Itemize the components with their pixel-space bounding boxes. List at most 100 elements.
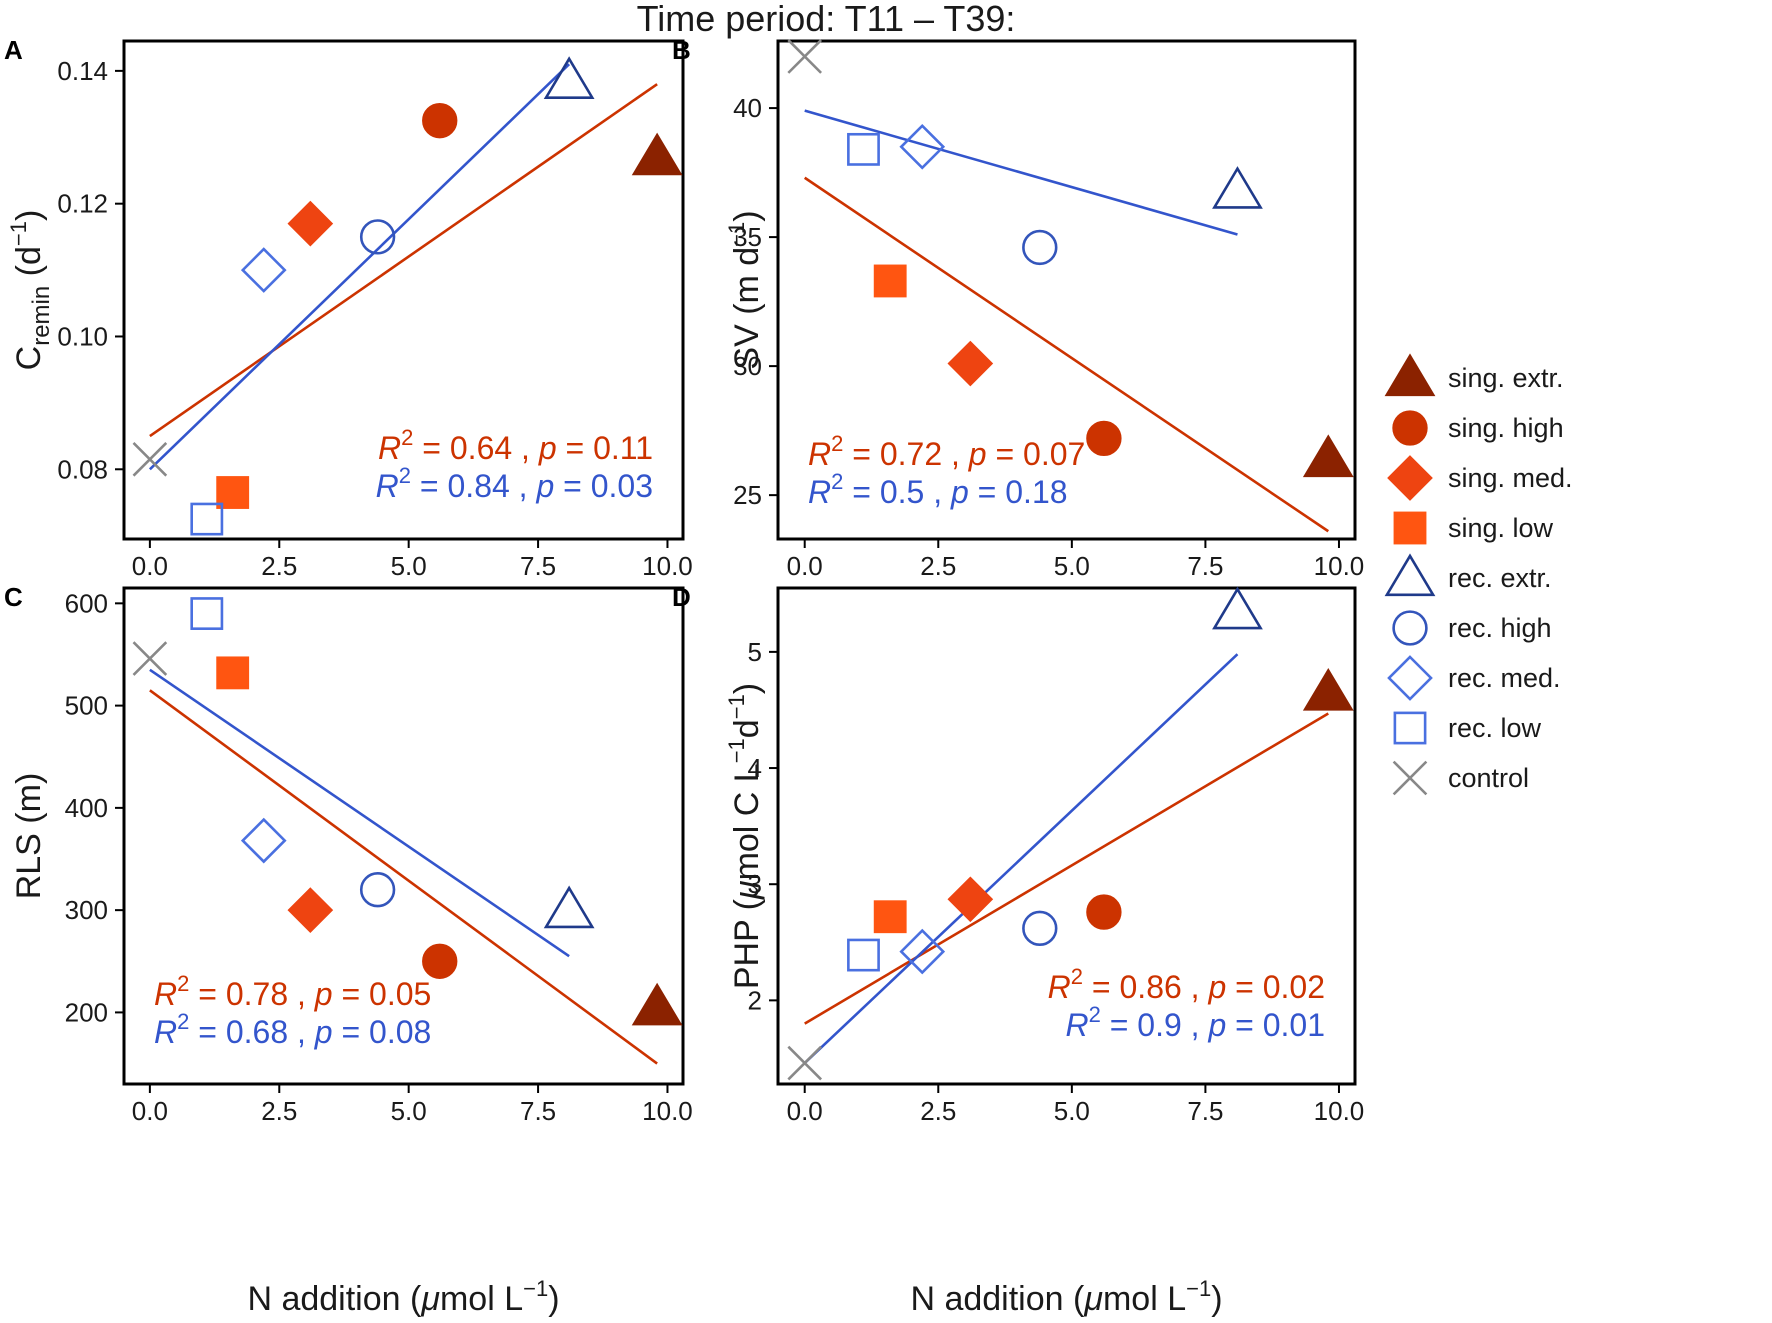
legend-marker-sing-extr	[1384, 353, 1436, 397]
point-rec-low	[190, 502, 224, 536]
point-sing-high	[422, 943, 458, 979]
x-tick-label: 0.0	[132, 551, 168, 581]
x-tick-label: 5.0	[391, 551, 427, 581]
legend-marker-rec-low	[1393, 711, 1427, 745]
y-tick-label: 30	[733, 351, 762, 381]
x-tick-label: 0.0	[132, 1096, 168, 1126]
point-sing-extr	[631, 982, 683, 1026]
panel-tag: D	[672, 582, 691, 612]
point-rec-high	[1022, 910, 1058, 947]
plot-frame	[122, 39, 685, 541]
point-rec-med	[240, 817, 287, 864]
legend: sing. extr. sing. high sing. med. sing. low…	[1384, 353, 1573, 796]
point-control	[132, 641, 168, 676]
point-rec-low	[847, 938, 880, 972]
y-tick-label: 500	[65, 691, 108, 721]
x-tick-label: 2.5	[920, 551, 956, 581]
point-sing-high	[422, 103, 458, 139]
panel-tag: B	[672, 35, 691, 65]
point-sing-med	[287, 887, 334, 933]
point-control	[787, 39, 823, 74]
point-rec-med	[899, 928, 946, 975]
y-tick-label: 3	[748, 869, 762, 899]
legend-item-rec-high: rec. high	[1392, 610, 1552, 646]
y-axis-title: PHP (μmol C L−1d−1)	[724, 683, 766, 989]
panel-tag: C	[4, 582, 23, 612]
point-control	[787, 1045, 823, 1081]
legend-item-rec-extr: rec. extr.	[1384, 553, 1552, 597]
x-tick-label: 2.5	[261, 551, 297, 581]
point-rec-extr	[1212, 586, 1263, 630]
fit-line-rec	[803, 653, 1239, 1065]
stats-rec: R2 = 0.68 , p = 0.08	[154, 1009, 431, 1050]
point-rec-high	[359, 872, 396, 908]
x-tick-label: 10.0	[1314, 1096, 1365, 1126]
panel-d: D 0.0 2.5 5.0 7.5 10.0 2 3 4 5 PHP (μmol C L−1d−1)…	[672, 582, 1364, 1126]
point-rec-med	[899, 123, 946, 170]
point-rec-low	[190, 597, 224, 630]
legend-item-rec-low: rec. low	[1393, 711, 1542, 745]
y-tick-label: 2	[748, 985, 762, 1015]
legend-item-sing-extr: sing. extr.	[1384, 353, 1564, 397]
panel-tag: A	[4, 35, 23, 65]
legend-label: rec. high	[1448, 613, 1552, 643]
legend-label: sing. med.	[1448, 463, 1573, 493]
y-axis-title: Cremin (d−1)	[6, 210, 55, 371]
x-tick-label: 7.5	[1187, 551, 1223, 581]
x-tick-label: 0.0	[787, 551, 823, 581]
point-sing-low	[216, 656, 250, 690]
y-tick-label: 0.10	[57, 321, 108, 351]
panel-b: B 0.0 2.5 5.0 7.5 10.0 25 30 35 40 SV (m d−1) R2 = …	[672, 35, 1364, 581]
panel-c: C 0.0 2.5 5.0 7.5 10.0 200 300 400 500 600 RLS (m) R…	[4, 582, 693, 1126]
stats-sing: R2 = 0.86 , p = 0.02	[1048, 964, 1325, 1005]
point-rec-extr	[543, 56, 595, 99]
y-tick-label: 35	[733, 222, 762, 252]
y-tick-label: 0.14	[57, 56, 108, 86]
stats-sing: R2 = 0.72 , p = 0.07	[808, 431, 1085, 472]
y-tick-label: 200	[65, 997, 108, 1027]
point-sing-med	[947, 340, 994, 387]
legend-item-sing-low: sing. low	[1393, 511, 1554, 545]
legend-marker-rec-med	[1387, 655, 1433, 701]
x-tick-label: 5.0	[1054, 551, 1090, 581]
x-axis-title: N addition (μmol L−1)	[910, 1276, 1222, 1318]
plot-frame	[776, 586, 1357, 1086]
fit-line-sing	[149, 83, 658, 438]
legend-label: sing. extr.	[1448, 363, 1564, 393]
panels: A 0.0 2.5 5.0 7.5 10.0 0.08 0.10 0.12 0.14 Cremin …	[4, 35, 1364, 1126]
y-tick-label: 600	[65, 588, 108, 618]
x-tick-label: 0.0	[787, 1096, 823, 1126]
point-rec-high	[359, 219, 396, 255]
point-rec-extr	[1212, 166, 1263, 209]
y-tick-label: 0.08	[57, 454, 108, 484]
legend-marker-control	[1392, 760, 1428, 796]
panel-a: A 0.0 2.5 5.0 7.5 10.0 0.08 0.10 0.12 0.14 Cremin …	[4, 35, 693, 581]
x-tick-label: 7.5	[520, 551, 556, 581]
point-sing-extr	[1302, 434, 1354, 478]
x-tick-label: 10.0	[642, 1096, 693, 1126]
legend-item-rec-med: rec. med.	[1387, 655, 1561, 701]
fit-line-rec	[149, 668, 570, 958]
fit-line-sing	[804, 712, 1329, 1025]
x-tick-label: 2.5	[920, 1096, 956, 1126]
legend-marker-sing-high	[1392, 410, 1428, 446]
legend-label: control	[1448, 763, 1529, 793]
point-sing-high	[1086, 894, 1122, 930]
legend-label: rec. med.	[1448, 663, 1561, 693]
figure-title: Time period: T11 – T39:	[637, 0, 1016, 39]
point-sing-low	[873, 900, 907, 934]
stats-rec: R2 = 0.5 , p = 0.18	[808, 469, 1068, 510]
point-sing-low	[873, 264, 907, 298]
point-control	[132, 442, 168, 477]
y-tick-label: 300	[65, 895, 108, 925]
legend-label: rec. extr.	[1448, 563, 1552, 593]
legend-label: rec. low	[1448, 713, 1542, 743]
fit-line-sing	[149, 689, 658, 1065]
point-sing-extr	[631, 132, 683, 176]
x-tick-label: 10.0	[1314, 551, 1365, 581]
point-sing-extr	[1302, 667, 1354, 711]
legend-marker-rec-extr	[1384, 553, 1436, 597]
legend-item-control: control	[1392, 760, 1529, 796]
stats-rec: R2 = 0.9 , p = 0.01	[1065, 1002, 1325, 1043]
legend-item-sing-high: sing. high	[1392, 410, 1564, 446]
